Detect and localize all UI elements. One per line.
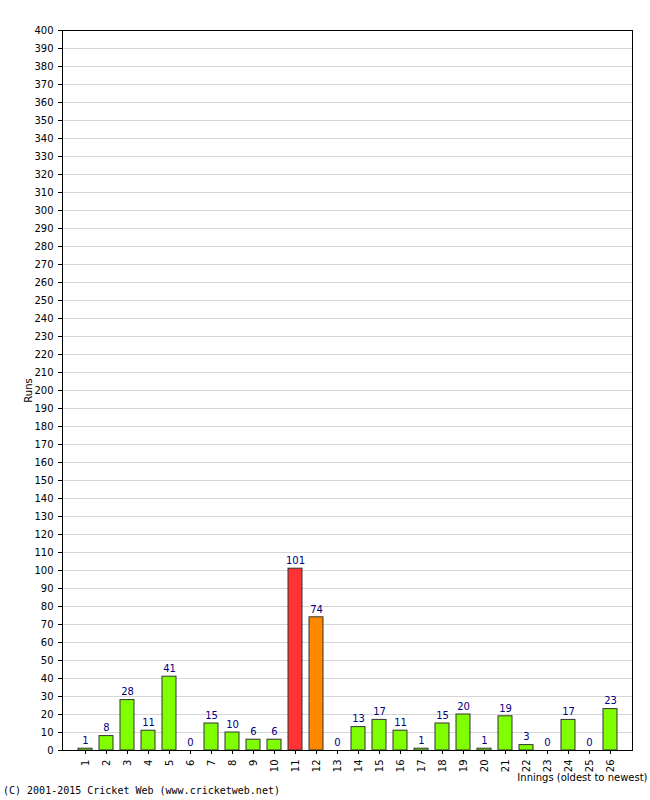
svg-text:380: 380: [34, 61, 53, 72]
svg-text:190: 190: [34, 403, 53, 414]
svg-text:7: 7: [206, 760, 217, 766]
svg-text:15: 15: [374, 760, 385, 773]
svg-text:370: 370: [34, 79, 53, 90]
svg-text:17: 17: [416, 760, 427, 773]
svg-text:17: 17: [373, 706, 386, 717]
svg-text:13: 13: [352, 713, 365, 724]
svg-text:6: 6: [185, 760, 196, 766]
svg-text:0: 0: [334, 737, 340, 748]
svg-text:140: 140: [34, 493, 53, 504]
html-text:(C) 2001-2015 Cricket Web (www: (C) 2001-2015 Cricket Web (www.cricketwe…: [3, 785, 280, 796]
svg-text:350: 350: [34, 115, 53, 126]
svg-text:250: 250: [34, 295, 53, 306]
svg-text:0: 0: [586, 737, 592, 748]
svg-text:390: 390: [34, 43, 53, 54]
svg-text:230: 230: [34, 331, 53, 342]
svg-text:60: 60: [41, 637, 54, 648]
svg-text:280: 280: [34, 241, 53, 252]
svg-text:4: 4: [143, 760, 154, 766]
svg-text:11: 11: [290, 760, 301, 773]
svg-text:10: 10: [269, 760, 280, 773]
svg-text:11: 11: [142, 717, 155, 728]
svg-text:8: 8: [227, 760, 238, 766]
svg-text:20: 20: [479, 760, 490, 773]
svg-text:20: 20: [457, 701, 470, 712]
svg-text:24: 24: [563, 760, 574, 773]
svg-text:23: 23: [542, 760, 553, 773]
svg-text:210: 210: [34, 367, 53, 378]
svg-text:74: 74: [310, 604, 323, 615]
svg-text:21: 21: [500, 760, 511, 773]
svg-text:16: 16: [395, 760, 406, 773]
svg-text:Innings (oldest to newest): Innings (oldest to newest): [517, 772, 647, 783]
svg-text:10: 10: [41, 727, 54, 738]
svg-text:300: 300: [34, 205, 53, 216]
svg-text:1: 1: [82, 735, 88, 746]
svg-text:3: 3: [523, 731, 529, 742]
svg-text:9: 9: [248, 760, 259, 766]
svg-text:18: 18: [437, 760, 448, 773]
svg-text:360: 360: [34, 97, 53, 108]
svg-text:19: 19: [499, 703, 512, 714]
svg-text:8: 8: [103, 722, 109, 733]
svg-text:20: 20: [41, 709, 54, 720]
svg-text:6: 6: [271, 726, 277, 737]
svg-text:120: 120: [34, 529, 53, 540]
svg-text:3: 3: [122, 760, 133, 766]
svg-text:80: 80: [41, 601, 54, 612]
svg-text:310: 310: [34, 187, 53, 198]
svg-text:6: 6: [250, 726, 256, 737]
svg-text:220: 220: [34, 349, 53, 360]
svg-text:330: 330: [34, 151, 53, 162]
svg-text:110: 110: [34, 547, 53, 558]
svg-text:26: 26: [605, 760, 616, 773]
svg-text:160: 160: [34, 457, 53, 468]
svg-text:50: 50: [41, 655, 54, 666]
svg-text:0: 0: [47, 745, 53, 756]
svg-text:14: 14: [353, 760, 364, 773]
svg-text:41: 41: [163, 663, 176, 674]
svg-text:240: 240: [34, 313, 53, 324]
svg-text:70: 70: [41, 619, 54, 630]
svg-text:10: 10: [226, 719, 239, 730]
svg-text:200: 200: [34, 385, 53, 396]
svg-text:1: 1: [80, 760, 91, 766]
svg-text:400: 400: [34, 25, 53, 36]
svg-text:0: 0: [187, 737, 193, 748]
svg-text:17: 17: [562, 706, 575, 717]
svg-text:23: 23: [604, 695, 617, 706]
svg-text:11: 11: [394, 717, 407, 728]
svg-text:0: 0: [544, 737, 550, 748]
svg-text:100: 100: [34, 565, 53, 576]
svg-text:22: 22: [521, 760, 532, 773]
svg-text:260: 260: [34, 277, 53, 288]
svg-text:Runs: Runs: [23, 378, 34, 402]
svg-text:15: 15: [436, 710, 449, 721]
svg-text:101: 101: [286, 555, 305, 566]
svg-text:170: 170: [34, 439, 53, 450]
svg-text:1: 1: [481, 735, 487, 746]
svg-text:180: 180: [34, 421, 53, 432]
svg-text:150: 150: [34, 475, 53, 486]
svg-text:290: 290: [34, 223, 53, 234]
svg-text:13: 13: [332, 760, 343, 773]
svg-text:30: 30: [41, 691, 54, 702]
svg-text:1: 1: [418, 735, 424, 746]
svg-text:270: 270: [34, 259, 53, 270]
svg-text:90: 90: [41, 583, 54, 594]
svg-text:2: 2: [101, 760, 112, 766]
svg-text:15: 15: [205, 710, 218, 721]
svg-text:320: 320: [34, 169, 53, 180]
svg-text:40: 40: [41, 673, 54, 684]
svg-text:19: 19: [458, 760, 469, 773]
svg-text:25: 25: [584, 760, 595, 773]
svg-text:130: 130: [34, 511, 53, 522]
svg-text:12: 12: [311, 760, 322, 773]
svg-text:340: 340: [34, 133, 53, 144]
svg-text:5: 5: [164, 760, 175, 766]
svg-text:28: 28: [121, 686, 134, 697]
